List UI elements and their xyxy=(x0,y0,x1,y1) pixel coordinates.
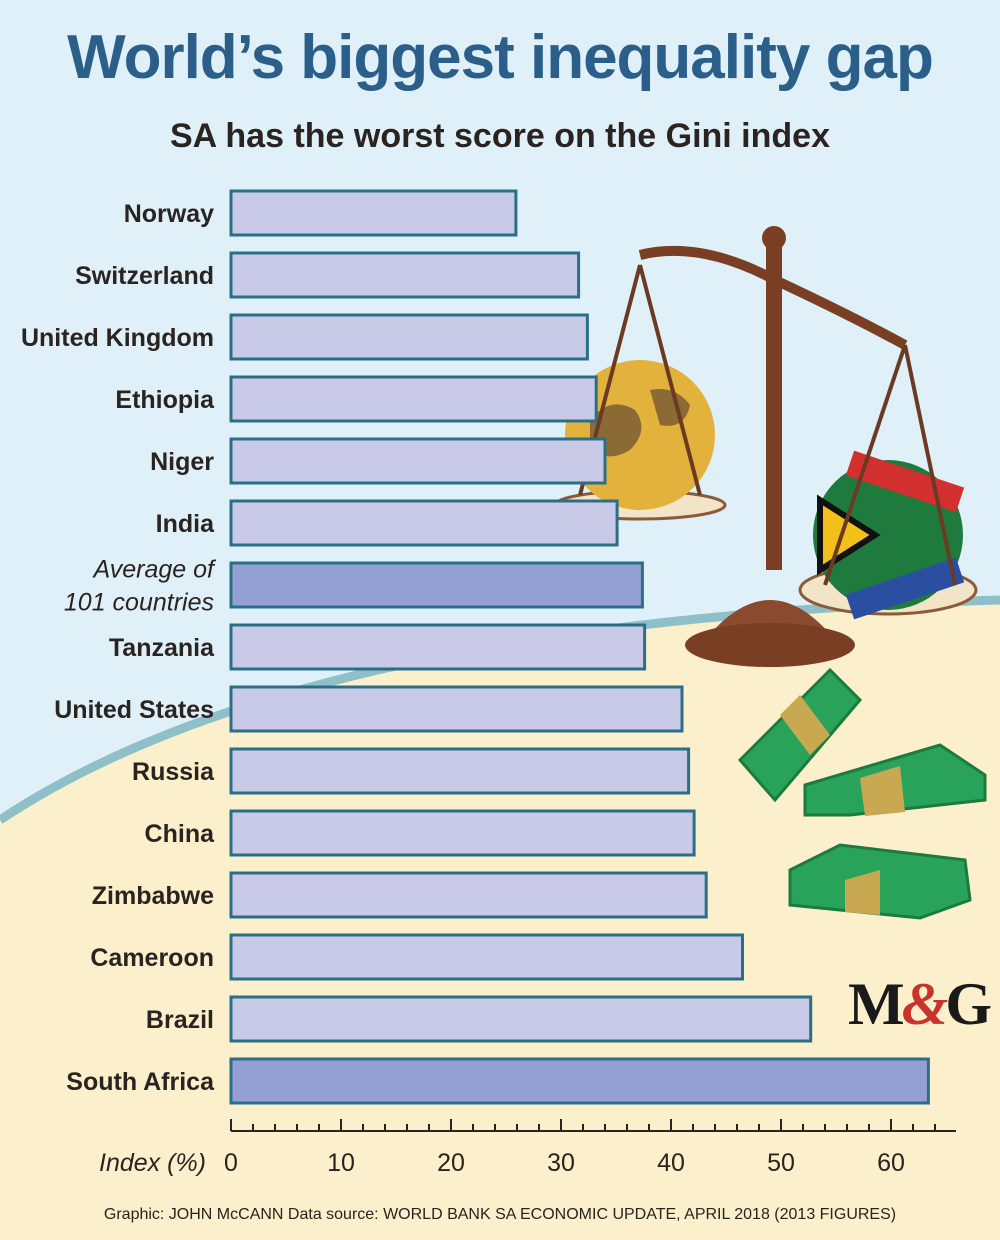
category-label-china: China xyxy=(145,820,216,848)
category-label-russia: Russia xyxy=(132,758,215,786)
bar-china xyxy=(229,809,696,857)
logo-letter-m: M xyxy=(848,971,905,1037)
x-tick-label-20: 20 xyxy=(437,1149,465,1177)
x-tick-label-60: 60 xyxy=(877,1149,905,1177)
category-label-india: India xyxy=(156,510,215,538)
bar-united-states xyxy=(229,685,684,733)
category-label-south-africa: South Africa xyxy=(66,1068,215,1096)
mg-logo: M&G xyxy=(848,971,992,1037)
category-label-niger: Niger xyxy=(150,448,214,476)
x-tick-label-50: 50 xyxy=(767,1149,795,1177)
chart-subtitle: SA has the worst score on the Gini index xyxy=(170,117,830,155)
x-tick-label-30: 30 xyxy=(547,1149,575,1177)
category-label-average-of-101-countries: Average of 101 countries xyxy=(64,556,217,617)
x-tick-label-0: 0 xyxy=(224,1149,238,1177)
bar-average-of-101-countries xyxy=(229,561,644,609)
bar-brazil xyxy=(229,995,813,1043)
x-axis: 0 10 20 30 40 50 60 Index (%) xyxy=(99,1119,956,1177)
category-label-united-kingdom: United Kingdom xyxy=(21,324,214,352)
bar-niger xyxy=(229,437,607,485)
bar-zimbabwe xyxy=(229,871,708,919)
category-label-united-states: United States xyxy=(54,696,214,724)
category-label-brazil: Brazil xyxy=(146,1006,214,1034)
bar-tanzania xyxy=(229,623,647,671)
category-label-ethiopia: Ethiopia xyxy=(115,386,215,414)
banknote-stack-icon xyxy=(737,667,987,920)
bar-group xyxy=(229,189,930,1105)
category-label-norway: Norway xyxy=(124,200,214,228)
source-credit: Graphic: JOHN McCANN Data source: WORLD … xyxy=(103,1206,897,1223)
category-label-tanzania: Tanzania xyxy=(109,634,215,662)
x-axis-title: Index (%) xyxy=(99,1149,206,1177)
bar-ethiopia xyxy=(229,375,598,423)
category-label-zimbabwe: Zimbabwe xyxy=(92,882,214,910)
bar-russia xyxy=(229,747,691,795)
logo-ampersand: & xyxy=(901,971,949,1037)
bar-cameroon xyxy=(229,933,744,981)
x-tick-label-40: 40 xyxy=(657,1149,685,1177)
category-label-switzerland: Switzerland xyxy=(75,262,214,290)
category-labels: Norway Switzerland United Kingdom Ethiopia N… xyxy=(21,200,217,1096)
category-label-cameroon: Cameroon xyxy=(90,944,214,972)
bar-united-kingdom xyxy=(229,313,589,361)
chart-title: World’s biggest inequality gap xyxy=(67,23,934,92)
bar-south-africa xyxy=(229,1057,930,1105)
bar-india xyxy=(229,499,619,547)
logo-letter-g: G xyxy=(945,971,992,1037)
bar-switzerland xyxy=(229,251,581,299)
bar-norway xyxy=(229,189,518,237)
x-tick-label-10: 10 xyxy=(327,1149,355,1177)
